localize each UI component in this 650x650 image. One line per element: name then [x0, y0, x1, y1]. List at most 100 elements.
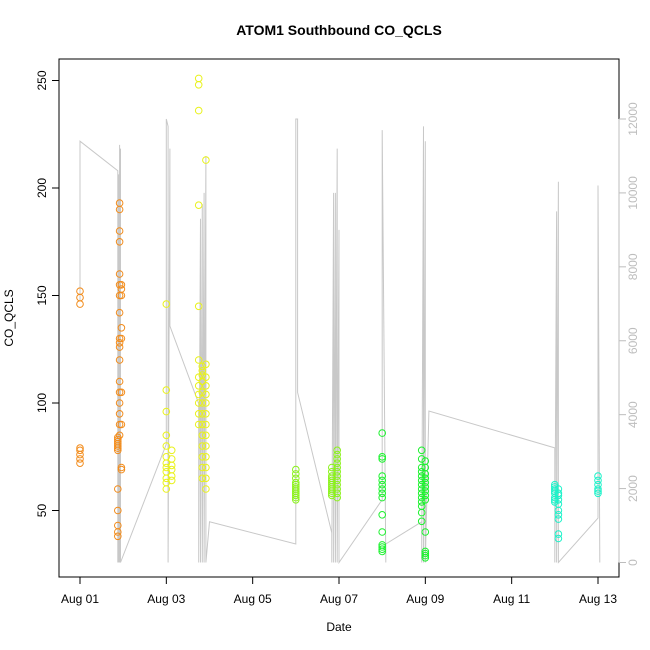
- data-point: [162, 485, 171, 493]
- data-point: [202, 463, 210, 472]
- data-point: [333, 485, 342, 493]
- data-point: [378, 429, 387, 437]
- data-point: [292, 491, 300, 500]
- data-point: [202, 399, 210, 407]
- data-point: [117, 324, 126, 332]
- data-point: [198, 367, 207, 375]
- data-point: [378, 547, 387, 556]
- data-point: [554, 530, 563, 538]
- data-point: [198, 442, 207, 450]
- data-point: [114, 485, 122, 493]
- data-point: [198, 453, 207, 461]
- data-point: [167, 446, 176, 455]
- data-point: [417, 463, 426, 472]
- data-point: [554, 491, 563, 500]
- data-point: [114, 528, 122, 536]
- data-point: [333, 450, 342, 459]
- data-point: [378, 476, 387, 485]
- data-point: [167, 476, 176, 485]
- data-point: [115, 343, 124, 351]
- data-point: [417, 446, 426, 455]
- data-point: [333, 463, 342, 472]
- data-point: [114, 446, 122, 455]
- data-point: [421, 487, 430, 495]
- data-point: [115, 308, 124, 317]
- data-point: [202, 431, 210, 440]
- y-tick-label: 200: [35, 178, 49, 198]
- data-point: [421, 491, 430, 500]
- data-point: [421, 483, 430, 491]
- data-point: [76, 446, 84, 455]
- data-point: [378, 511, 387, 519]
- data-point: [114, 506, 122, 515]
- data-point: [202, 410, 210, 418]
- data-point: [378, 455, 387, 463]
- data-point: [198, 410, 207, 418]
- data-point: [554, 496, 563, 504]
- data-point: [162, 407, 171, 416]
- data-point: [115, 377, 124, 386]
- data-point: [421, 549, 430, 558]
- data-point: [202, 442, 210, 450]
- data-point: [292, 465, 300, 474]
- data-point: [76, 459, 84, 468]
- x-tick-label: Aug 07: [320, 592, 358, 606]
- secondary-y-tick-label: 10000: [626, 176, 640, 210]
- data-point: [417, 517, 426, 526]
- data-point: [333, 472, 342, 480]
- data-point: [117, 465, 126, 474]
- data-point: [421, 478, 430, 487]
- secondary-y-tick-label: 12000: [626, 102, 640, 136]
- data-point: [594, 485, 602, 493]
- data-point: [117, 291, 126, 300]
- data-point: [594, 472, 602, 480]
- data-point: [162, 386, 171, 394]
- data-point: [198, 474, 207, 483]
- data-point: [421, 496, 430, 504]
- data-point: [202, 420, 210, 429]
- data-point: [115, 205, 124, 214]
- data-point: [115, 339, 124, 347]
- data-point: [333, 468, 342, 476]
- data-point: [378, 545, 387, 554]
- data-point: [115, 356, 124, 364]
- data-point: [594, 489, 602, 498]
- data-point: [378, 472, 387, 480]
- data-point: [117, 281, 126, 289]
- data-point: [115, 270, 124, 278]
- data-point: [421, 551, 430, 560]
- data-point: [202, 360, 210, 369]
- data-point: [117, 420, 126, 429]
- data-point: [194, 74, 203, 83]
- data-point: [202, 373, 210, 382]
- data-point: [76, 455, 84, 463]
- data-point: [378, 453, 387, 461]
- data-point: [378, 528, 387, 536]
- data-point: [115, 399, 124, 407]
- secondary-line-layer: [79, 118, 601, 565]
- data-point: [198, 399, 207, 407]
- data-point: [333, 480, 342, 489]
- data-point: [202, 474, 210, 483]
- data-point: [421, 474, 430, 483]
- data-point: [292, 493, 300, 502]
- data-point: [194, 201, 203, 209]
- data-point: [115, 227, 124, 235]
- data-point: [554, 506, 563, 515]
- data-point: [421, 528, 430, 536]
- data-point: [167, 461, 176, 470]
- data-point: [594, 476, 602, 485]
- data-point: [117, 463, 126, 472]
- y-tick-label: 250: [35, 70, 49, 90]
- data-point: [378, 485, 387, 493]
- data-point: [114, 444, 122, 452]
- x-tick-label: Aug 01: [61, 592, 99, 606]
- data-point: [594, 487, 602, 495]
- data-point: [167, 472, 176, 480]
- data-point: [378, 543, 387, 551]
- data-point: [162, 442, 171, 450]
- data-point: [115, 410, 124, 418]
- data-point: [117, 334, 126, 343]
- chart-title: ATOM1 Southbound CO_QCLS: [236, 22, 442, 38]
